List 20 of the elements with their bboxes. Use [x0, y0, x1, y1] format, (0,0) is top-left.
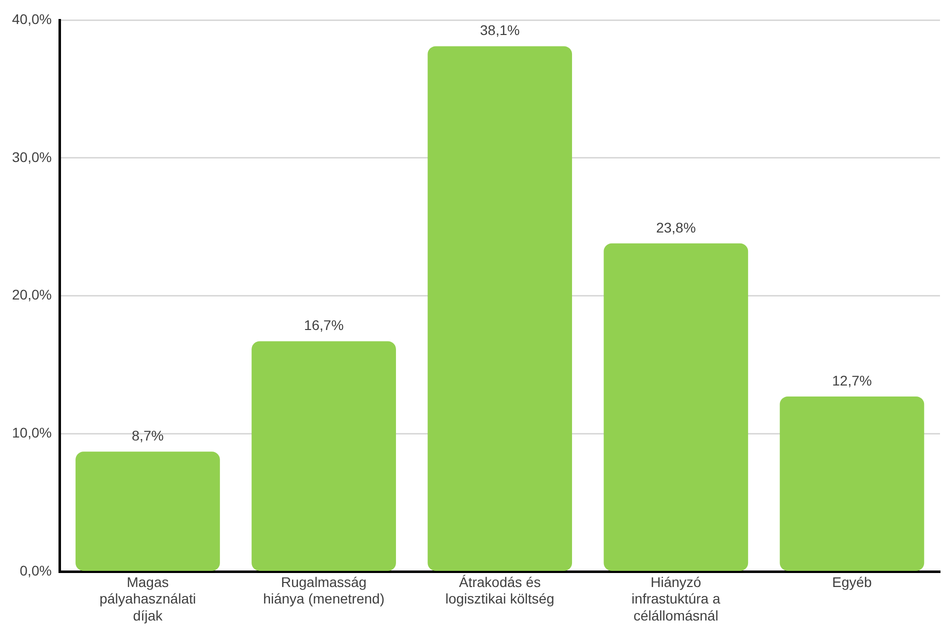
x-tick-label: Átrakodás és logisztikai költség [445, 574, 554, 607]
bar [604, 243, 748, 571]
bar [252, 341, 396, 571]
x-tick-label: Egyéb [832, 574, 872, 590]
y-tick-label: 30,0% [12, 148, 52, 165]
bar [780, 396, 924, 571]
x-tick-label: Rugalmasság hiánya (menetrend) [263, 574, 384, 607]
data-label: 12,7% [832, 372, 872, 388]
bar [76, 452, 220, 571]
data-label: 38,1% [480, 22, 520, 38]
data-label: 16,7% [304, 317, 344, 334]
y-tick-label: 10,0% [12, 424, 52, 441]
bar [428, 46, 572, 571]
x-tick-label: Magas pályahasználati díjak [99, 574, 196, 624]
y-tick-label: 20,0% [12, 286, 52, 303]
x-tick-label: Hiányzó infrastuktúra a célállomásnál [632, 574, 720, 624]
y-tick-label: 0,0% [20, 562, 52, 578]
data-label: 8,7% [132, 427, 164, 444]
data-label: 23,8% [656, 219, 696, 236]
y-tick-label: 40,0% [12, 10, 52, 27]
